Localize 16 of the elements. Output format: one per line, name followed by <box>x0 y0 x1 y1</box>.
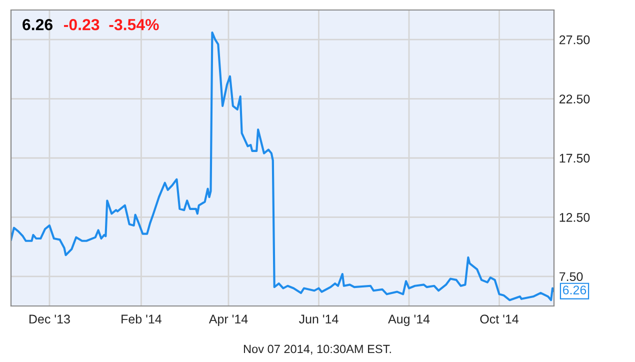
chart-subtitle: -0.23 -3.54% <box>64 18 159 30</box>
y-tick-label: 27.50 <box>559 35 590 44</box>
x-tick-label: Aug '14 <box>388 314 430 326</box>
x-tick-label: Oct '14 <box>480 314 518 324</box>
annotation: 6.26 <box>562 286 586 294</box>
y-tick-label: 12.50 <box>560 213 590 222</box>
x-tick-label: Dec '13 <box>30 314 70 324</box>
y-tick-label: 7.50 <box>560 272 583 282</box>
text: Nov 07 2014, 10:30AM EST. <box>244 344 391 355</box>
x-tick-label: Apr '14 <box>208 314 248 326</box>
y-tick-label: 22.50 <box>559 94 590 104</box>
line-series <box>11 31 554 302</box>
x-tick-label: Feb '14 <box>122 314 162 324</box>
x-tick-label: Jun '14 <box>298 314 338 324</box>
chart-title: 6.26 <box>22 18 53 30</box>
y-tick-label: 17.50 <box>560 154 590 163</box>
